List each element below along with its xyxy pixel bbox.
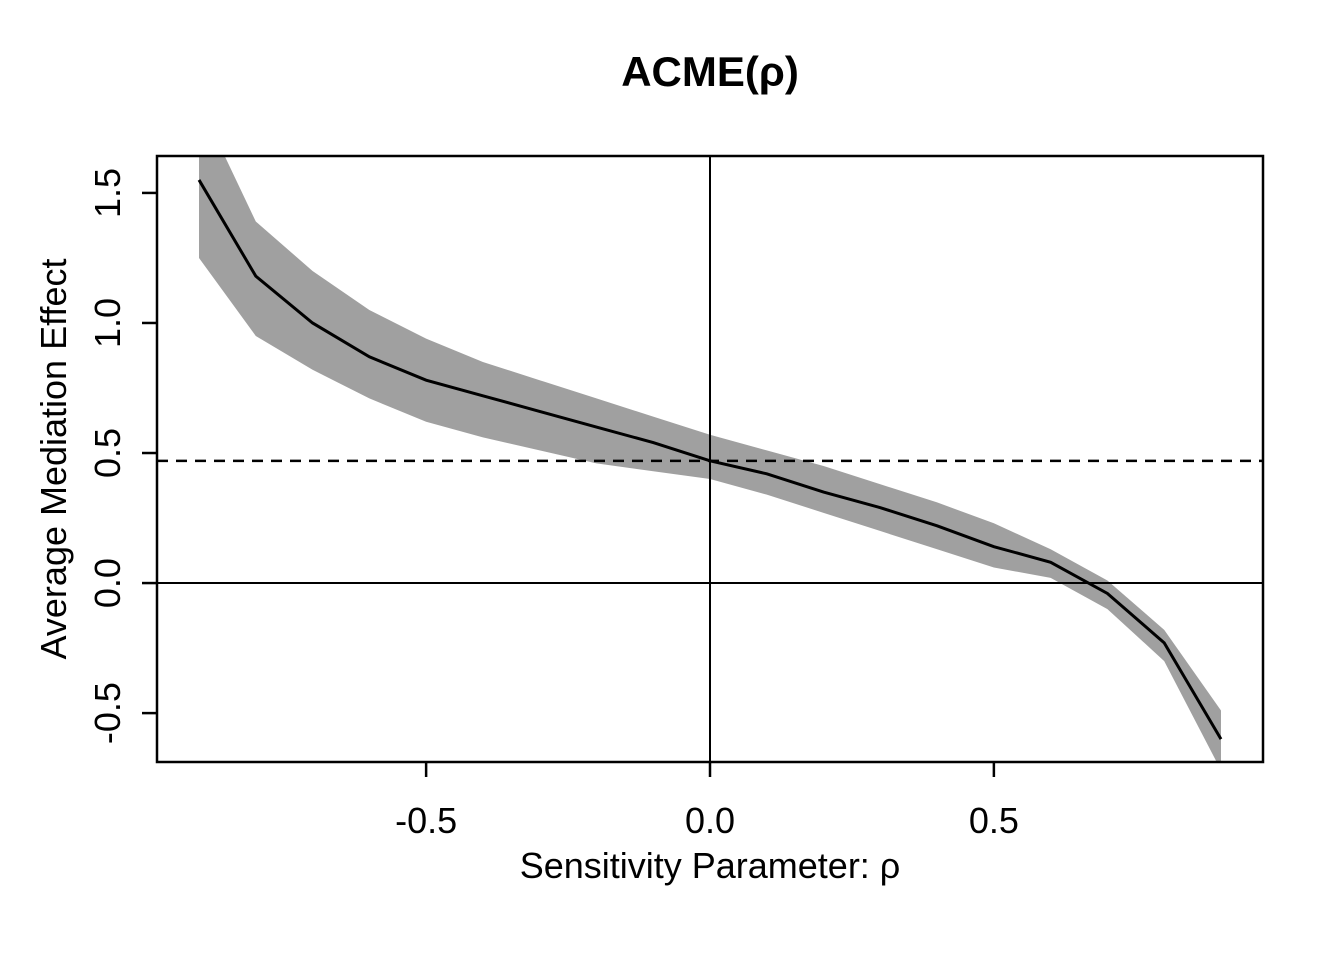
y-tick-label: 1.5 <box>87 168 128 218</box>
acme-curve <box>197 179 1223 740</box>
y-tick-label: -0.5 <box>87 682 128 744</box>
x-tick-label: 0.0 <box>685 800 735 841</box>
x-axis: -0.5 0.0 0.5 <box>395 762 1019 841</box>
x-axis-title: Sensitivity Parameter: ρ <box>520 845 901 886</box>
x-tick-label: -0.5 <box>395 800 457 841</box>
reference-lines-layer <box>157 156 1263 762</box>
y-tick-label: 1.0 <box>87 298 128 348</box>
y-axis: -0.5 0.0 0.5 1.0 1.5 <box>87 168 157 744</box>
y-tick-label: 0.0 <box>87 558 128 608</box>
x-tick-label: 0.5 <box>969 800 1019 841</box>
y-tick-label: 0.5 <box>87 428 128 478</box>
y-axis-title: Average Mediation Effect <box>33 259 74 660</box>
chart-title: ACME(ρ) <box>621 48 799 95</box>
acme-curve-layer <box>197 179 1223 740</box>
